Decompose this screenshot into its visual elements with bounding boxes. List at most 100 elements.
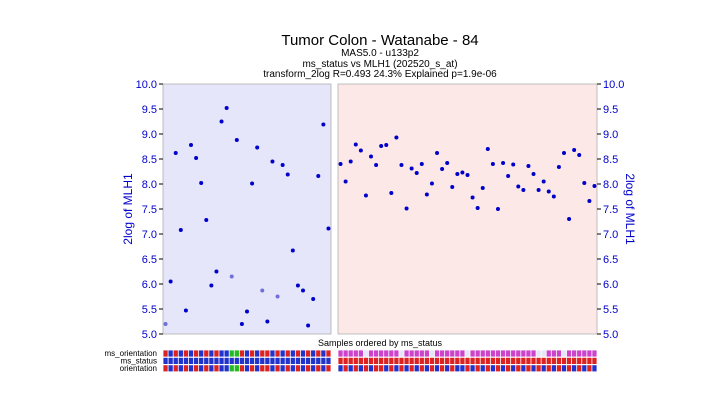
track-cell	[521, 350, 526, 357]
track-cell	[353, 357, 358, 364]
y-tick-label-right: 7.0	[603, 229, 618, 241]
track-cell	[485, 357, 490, 364]
track-cell	[305, 350, 311, 357]
track-cell	[373, 357, 379, 364]
track-cell	[214, 365, 219, 372]
track-cell	[368, 350, 374, 357]
track-cell	[300, 365, 306, 372]
track-cell	[163, 357, 168, 364]
track-cell	[275, 357, 280, 364]
chart-subtitle-1: MAS5.0 - u133p2	[341, 48, 419, 59]
track-cell	[270, 357, 275, 364]
track-cell	[275, 365, 280, 372]
track-cell	[363, 350, 369, 357]
track-cell	[495, 357, 501, 364]
track-cell	[168, 357, 173, 364]
data-point	[321, 122, 326, 127]
track-cell	[224, 357, 229, 364]
data-point	[295, 283, 300, 288]
track-cell	[409, 357, 414, 364]
data-point	[419, 162, 424, 166]
data-point	[536, 188, 541, 192]
track-cell	[424, 350, 430, 357]
plot-panels	[162, 83, 598, 335]
chart-subtitle-2: ms_status vs MLH1 (202520_s_at)	[302, 59, 457, 70]
y-tick-label-left: 9.0	[142, 129, 157, 141]
data-point	[567, 217, 572, 221]
track-cell	[379, 357, 384, 364]
track-cell	[229, 350, 234, 357]
data-point	[363, 193, 368, 198]
data-point	[470, 195, 475, 200]
track-cell	[384, 357, 389, 364]
y-tick-label-right: 5.0	[603, 329, 618, 341]
track-cell	[193, 350, 199, 357]
track-cell	[556, 365, 562, 372]
data-point	[219, 119, 224, 124]
track-cell	[239, 365, 245, 372]
y-tick-label-right: 9.5	[603, 104, 618, 116]
track-cell	[541, 365, 546, 372]
track-cell	[358, 365, 363, 372]
track-cell	[353, 350, 358, 357]
data-point	[209, 283, 214, 288]
data-point	[475, 206, 480, 210]
track-cell	[249, 357, 255, 364]
track-cell	[290, 365, 295, 372]
track-cell	[270, 350, 275, 357]
track-cell	[587, 365, 592, 372]
track-cell	[541, 357, 546, 364]
track-cell	[445, 365, 450, 372]
data-point	[301, 288, 305, 293]
track-cell	[455, 357, 460, 364]
data-point	[255, 145, 260, 150]
track-cell	[434, 350, 440, 357]
track-cell	[516, 357, 521, 364]
data-point	[338, 162, 343, 166]
track-cell	[338, 365, 343, 372]
track-label: ms_orientation	[105, 349, 157, 358]
track-cell	[536, 357, 541, 364]
track-cell	[470, 350, 475, 357]
track-cell	[188, 365, 194, 372]
track-cell	[219, 350, 224, 357]
data-point	[440, 167, 445, 171]
track-cell	[495, 365, 501, 372]
track-cell	[363, 357, 369, 364]
y-axis-right: 5.0 5.5 6.0 6.5 7.0 7.5 8.0 8.5 9.0 9.5 10.0	[597, 79, 624, 341]
track-cell	[270, 365, 275, 372]
track-cell	[214, 350, 219, 357]
data-point	[399, 163, 404, 167]
track-cell	[572, 365, 577, 372]
data-point	[404, 206, 409, 211]
track-cell	[572, 357, 577, 364]
track-cell	[505, 357, 511, 364]
data-point	[194, 156, 199, 160]
data-point	[541, 179, 546, 184]
track-cell	[234, 365, 239, 372]
track-cell	[592, 365, 597, 372]
track-cell	[419, 357, 424, 364]
track-cell	[163, 350, 168, 357]
track-cell	[316, 357, 321, 364]
track-cell	[500, 357, 506, 364]
track-cell	[572, 350, 577, 357]
track-cell	[399, 350, 404, 357]
track-cell	[285, 357, 290, 364]
track-cell	[260, 357, 265, 364]
track-cell	[577, 350, 582, 357]
track-cell	[551, 357, 556, 364]
track-cell	[439, 357, 445, 364]
track-cell	[348, 365, 353, 372]
data-point	[414, 171, 419, 175]
data-point	[280, 163, 285, 167]
y-tick-label-left: 9.5	[142, 104, 157, 116]
data-point	[214, 269, 219, 274]
track-cell	[363, 365, 369, 372]
track-cell	[460, 357, 465, 364]
track-cell	[592, 357, 597, 364]
track-cell	[173, 365, 178, 372]
data-point	[343, 179, 348, 184]
plot-panel-2	[337, 83, 598, 335]
